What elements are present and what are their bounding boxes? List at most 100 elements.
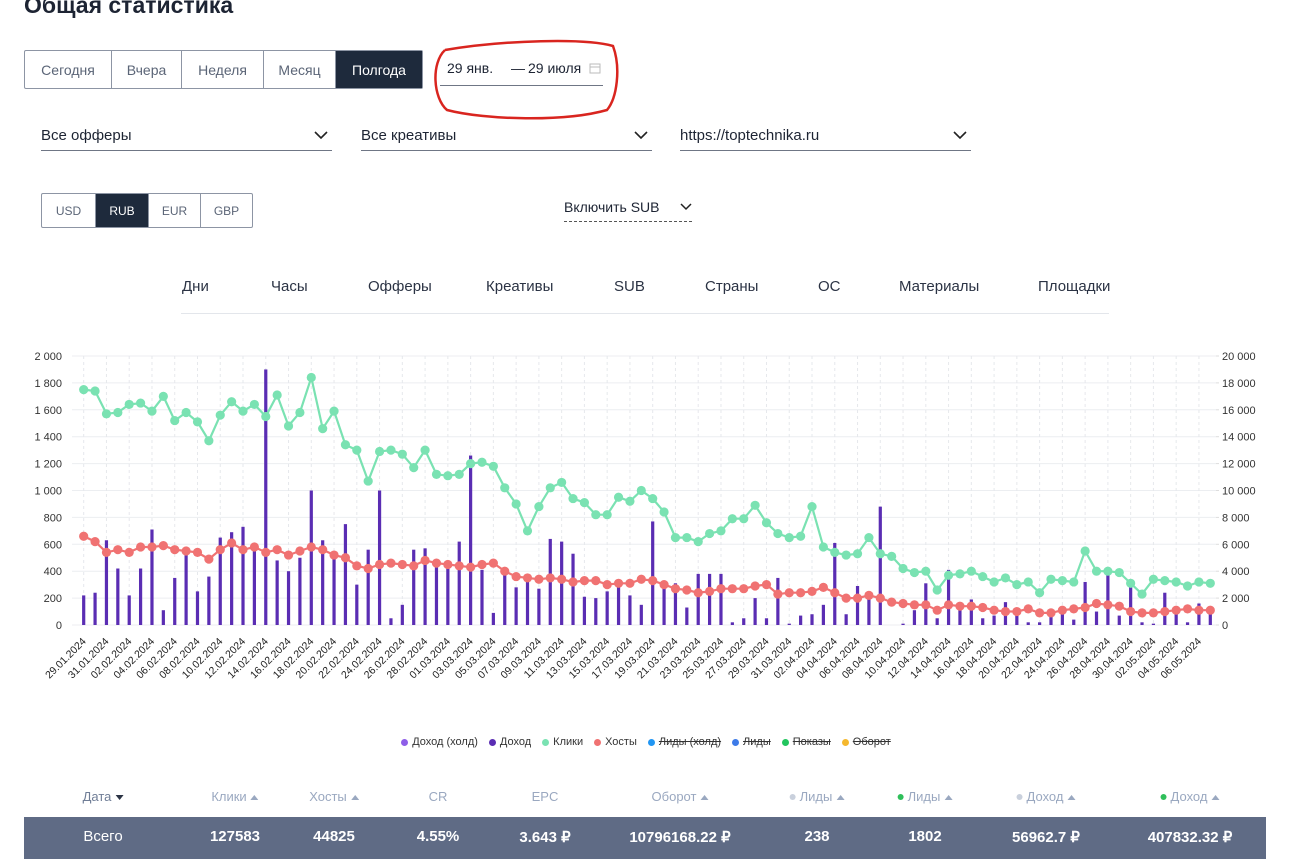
bar [1015,611,1019,625]
period-button[interactable]: Вчера [112,51,182,88]
period-button[interactable]: Неделя [182,51,264,88]
point [90,386,100,396]
column-header[interactable]: Клики [211,789,259,804]
legend-item[interactable]: Оборот [841,736,891,748]
point [557,477,567,488]
point [727,584,737,594]
date-range[interactable]: 29 янв. — 29 июля [440,58,603,86]
tab[interactable]: Часы [271,278,308,295]
tab[interactable]: Страны [705,278,759,295]
y-tick-label: 0 [56,620,62,632]
legend-item[interactable]: Лиды (холд) [647,736,721,748]
bar [935,618,939,625]
bar [742,618,746,625]
sort-icon [250,794,259,800]
legend-label: Хосты [605,736,637,748]
tab[interactable]: ОС [818,278,841,295]
point [238,545,248,555]
legend-item[interactable]: Клики [542,736,583,748]
point [921,600,931,610]
period-button[interactable]: Сегодня [25,51,112,88]
column-header[interactable]: Доход [1160,789,1220,804]
point [272,390,282,400]
bar [878,506,882,625]
point [135,542,146,552]
point [79,531,89,541]
point [454,561,464,571]
sort-icon [115,794,124,800]
point [818,582,828,592]
y2-tick-label: 18 000 [1222,378,1256,390]
bar [958,603,962,625]
legend-swatch [781,738,789,746]
bar [571,553,575,625]
currency-button[interactable]: GBP [213,203,240,218]
currency-button[interactable]: RUB [96,194,149,227]
y-tick-label: 2 000 [34,351,62,363]
period-switch: Сегодня Вчера Неделя Месяц Полгода [24,50,423,89]
point [670,584,681,594]
point [340,440,351,450]
point [295,546,305,556]
point [784,588,794,598]
point [386,445,396,455]
point [704,528,715,539]
column-header[interactable]: Хосты [309,789,359,804]
line [83,535,1211,614]
legend-item[interactable]: Показы [781,736,831,748]
point [739,514,749,524]
bar [1129,579,1133,625]
filter-dropdown[interactable]: Все офферы [41,120,332,151]
point [1046,574,1056,584]
point [215,545,225,555]
sort-icon [944,794,953,800]
legend-item[interactable]: Хосты [594,736,637,748]
tab[interactable]: Дни [182,278,209,295]
tab[interactable]: Креативы [486,278,554,295]
legend-label: Лиды [743,736,771,748]
y2-tick-label: 8 000 [1222,512,1250,524]
bar [400,604,404,625]
filter-dropdown[interactable]: https://toptechnika.ru [680,120,971,151]
currency-button[interactable]: EUR [149,194,201,227]
column-header[interactable]: Оборот [652,789,709,804]
point [170,545,180,555]
filter-dropdown[interactable]: Все креативы [361,120,652,151]
point [966,601,976,611]
point [625,496,635,506]
point [443,471,453,481]
tab[interactable]: SUB [614,278,645,295]
currency-button[interactable]: USD [42,194,96,227]
tab[interactable]: Площадки [1038,278,1111,295]
sub-toggle[interactable]: Включить SUB [564,199,692,222]
point [534,502,544,512]
point [329,406,339,416]
period-button[interactable]: Полгода [336,51,422,88]
point [796,588,806,598]
point [943,600,954,610]
bar [787,623,791,625]
column-header[interactable]: Дата [83,789,124,804]
column-header[interactable]: EPC [532,789,559,804]
tab[interactable]: Материалы [899,278,980,295]
column-header[interactable]: CR [429,789,448,804]
column-header[interactable]: Лиды [897,789,953,804]
column-header[interactable]: Лиды [789,789,845,804]
point [1000,573,1011,583]
tab[interactable]: Офферы [368,278,432,295]
point [500,483,510,493]
point [522,573,533,583]
column-label: Дата [82,789,112,804]
bar [639,604,643,625]
bar [821,604,825,625]
point [204,436,214,446]
point [147,542,157,552]
point [1205,578,1215,588]
legend-item[interactable]: Доход (холд) [401,736,478,748]
legend-item[interactable]: Доход [488,736,531,748]
bar [1174,611,1178,625]
period-button[interactable]: Месяц [264,51,336,88]
legend-item[interactable]: Лиды [732,736,771,748]
column-header[interactable]: Доход [1016,789,1076,804]
point [443,559,453,570]
